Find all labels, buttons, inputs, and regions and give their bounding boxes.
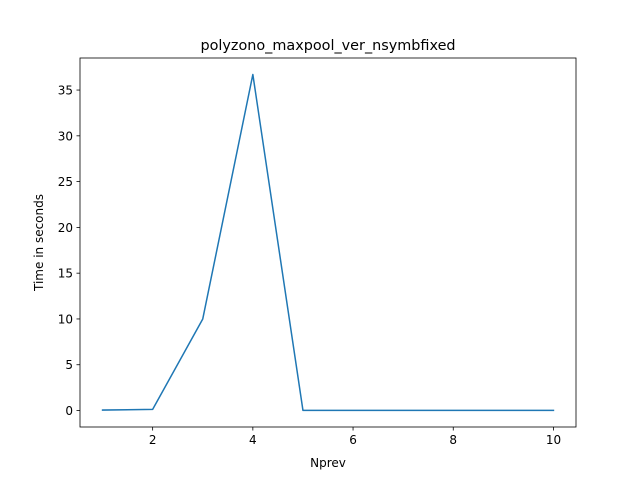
x-tick-label: 8: [449, 433, 457, 447]
series-line: [101, 73, 555, 412]
plot-frame: [79, 57, 577, 428]
y-tick-label: 0: [65, 404, 73, 418]
y-tick-label: 5: [65, 358, 73, 372]
y-tick-label: 35: [58, 84, 73, 98]
y-tick-label: 15: [58, 267, 73, 281]
x-axis-label: Nprev: [310, 456, 346, 470]
plot-area: 2 4 6 8 10 0 5 10 15 20 25 30 35: [58, 57, 577, 447]
x-tick-label: 10: [546, 433, 561, 447]
y-tick-label: 10: [58, 312, 73, 326]
chart-title: polyzono_maxpool_ver_nsymbfixed: [200, 38, 455, 54]
x-tick-label: 2: [149, 433, 157, 447]
y-axis-label: Time in seconds: [32, 194, 46, 292]
y-tick-label: 20: [58, 221, 73, 235]
plot-background: [80, 58, 576, 427]
y-tick-label: 25: [58, 175, 73, 189]
x-tick-label: 6: [349, 433, 357, 447]
series-layer: [101, 73, 555, 412]
y-axis-ticks: 0 5 10 15 20 25 30 35: [58, 84, 80, 418]
x-tick-label: 4: [249, 433, 257, 447]
x-axis-ticks: 2 4 6 8 10: [149, 427, 561, 447]
y-tick-label: 30: [58, 129, 73, 143]
